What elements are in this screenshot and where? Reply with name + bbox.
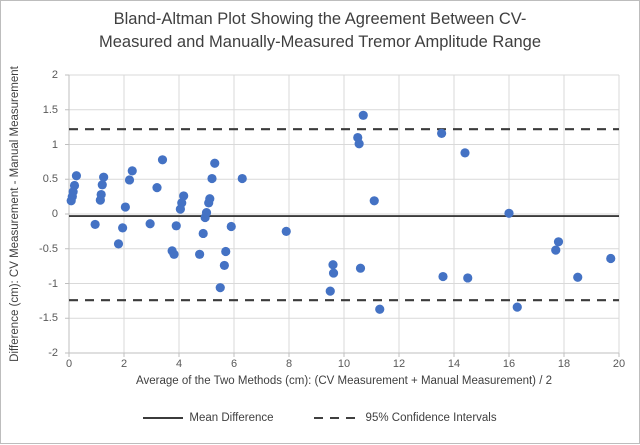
data-point: [152, 182, 162, 193]
data-point: [328, 260, 338, 270]
data-point: [177, 198, 187, 208]
data-point: [201, 208, 212, 218]
data-point: [355, 263, 366, 273]
y-tick-label: 1.5: [42, 103, 58, 116]
data-point: [460, 148, 470, 158]
data-point: [210, 158, 220, 168]
x-tick-label: 4: [175, 358, 183, 370]
y-tick-label: 0.5: [42, 173, 58, 186]
data-point: [375, 304, 385, 314]
legend-label-confidence-intervals: 95% Confidence Intervals: [365, 412, 497, 424]
data-point: [127, 166, 137, 176]
data-point: [198, 228, 208, 239]
data-point: [205, 194, 215, 204]
data-point: [369, 196, 379, 206]
data-point: [325, 286, 335, 296]
y-tick-label: -1.5: [39, 312, 58, 325]
data-point: [219, 260, 229, 271]
data-point: [606, 253, 616, 264]
x-tick-label: 12: [392, 358, 406, 370]
data-point: [113, 239, 124, 249]
x-tick-label: 10: [337, 358, 351, 370]
data-point: [504, 208, 514, 218]
x-tick-label: 2: [120, 358, 128, 370]
data-point: [120, 202, 130, 212]
data-point: [118, 223, 128, 233]
x-axis-title: Average of the Two Methods (cm): (CV Mea…: [136, 375, 552, 387]
data-point: [169, 249, 179, 259]
data-point: [438, 271, 448, 282]
x-tick-label: 0: [65, 358, 73, 370]
data-point: [195, 249, 205, 259]
legend: Mean Difference 95% Confidence Intervals: [1, 412, 639, 424]
data-point: [551, 245, 561, 255]
x-tick-label: 8: [285, 358, 293, 370]
data-point: [207, 173, 217, 184]
data-point: [157, 155, 168, 165]
x-tick-label: 18: [557, 358, 571, 370]
data-point: [553, 237, 564, 247]
data-point: [145, 219, 155, 229]
mean-line-swatch: [143, 417, 184, 419]
x-tick-label: 16: [502, 358, 516, 370]
data-point: [512, 302, 522, 312]
ci-line-swatch: [313, 417, 360, 419]
data-point: [99, 172, 109, 182]
data-point: [281, 226, 291, 236]
legend-item-mean-difference: Mean Difference: [143, 412, 274, 424]
y-tick-label: -1: [48, 277, 58, 290]
data-point: [358, 110, 368, 120]
y-tick-label: 0: [51, 208, 58, 220]
data-point: [237, 173, 247, 184]
data-point: [328, 268, 339, 278]
data-point: [226, 221, 236, 232]
y-tick-label: -0.5: [39, 242, 58, 255]
data-point: [573, 272, 583, 282]
data-point: [90, 219, 100, 230]
x-tick-label: 20: [612, 358, 626, 370]
chart-title-line2: Measured and Manually-Measured Tremor Am…: [98, 33, 542, 51]
legend-item-confidence-intervals: 95% Confidence Intervals: [313, 412, 497, 424]
data-point: [221, 246, 231, 257]
y-tick-label: 1: [51, 138, 58, 151]
x-tick-label: 14: [447, 358, 461, 370]
y-tick-label: -2: [48, 347, 58, 359]
chart-title: Bland-Altman Plot Showing the Agreement …: [1, 8, 639, 54]
y-tick-label: 2: [51, 69, 58, 81]
data-point: [171, 221, 181, 231]
x-tick-label: 6: [230, 358, 238, 370]
data-point: [179, 191, 189, 201]
data-point: [97, 180, 107, 190]
data-point: [354, 139, 364, 149]
chart-title-line1: Bland-Altman Plot Showing the Agreement …: [113, 10, 527, 28]
legend-label-mean-difference: Mean Difference: [189, 412, 274, 424]
data-point: [124, 175, 135, 185]
data-point: [69, 180, 80, 191]
data-point: [215, 283, 225, 293]
data-point: [96, 189, 106, 200]
data-point: [71, 171, 82, 181]
data-point: [463, 273, 473, 283]
data-point: [437, 128, 447, 138]
